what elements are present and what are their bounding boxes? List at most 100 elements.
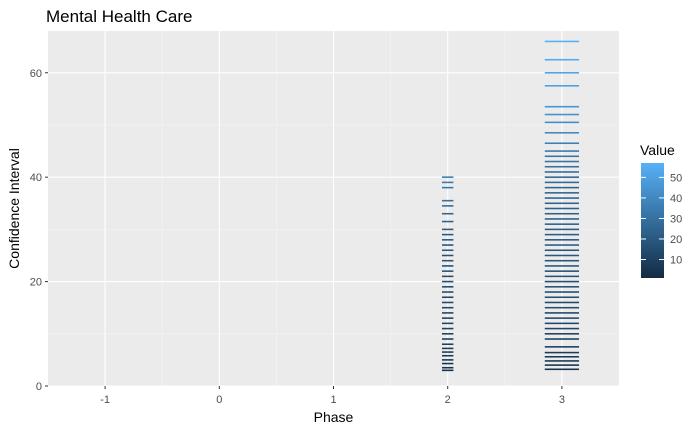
heatmap-tile	[544, 351, 580, 354]
heatmap-tile	[441, 233, 454, 236]
chart-title: Mental Health Care	[46, 7, 192, 26]
heatmap-tile	[544, 150, 580, 152]
heatmap-tile	[544, 212, 580, 215]
heatmap-tile	[441, 359, 454, 361]
x-tick-label: 3	[559, 394, 565, 406]
heatmap-tile	[544, 71, 580, 74]
heatmap-tile	[544, 223, 580, 225]
x-axis-label: Phase	[314, 409, 354, 425]
heatmap-tiles	[441, 40, 580, 372]
heatmap-tile	[441, 186, 454, 189]
heatmap-tile	[441, 291, 454, 293]
heatmap-tile	[544, 338, 580, 340]
y-axis-label: Confidence Interval	[6, 148, 22, 269]
heatmap-tile	[544, 202, 580, 205]
heatmap-tile	[441, 249, 454, 252]
heatmap-tile	[544, 132, 580, 134]
heatmap-tile	[544, 192, 580, 194]
heatmap-tile	[544, 155, 580, 158]
heatmap-tile	[441, 366, 454, 369]
legend-tick-label: 10	[670, 255, 682, 267]
heatmap-tile	[441, 333, 454, 335]
heatmap-tile	[441, 286, 454, 288]
heatmap-tile	[544, 160, 580, 163]
axes: -1 0 1 2 3 0 20 40 60	[30, 68, 565, 406]
heatmap-tile	[441, 312, 454, 314]
heatmap-tile	[544, 306, 580, 309]
legend-ticks: 10 20 30 40 50	[641, 172, 682, 267]
heatmap-tile	[441, 199, 454, 202]
legend-tick-label: 40	[670, 193, 682, 205]
heatmap-tile	[544, 228, 580, 231]
heatmap-tile	[441, 270, 454, 272]
heatmap-tile	[544, 360, 580, 362]
heatmap-tile	[544, 113, 580, 116]
heatmap-tile	[544, 197, 580, 199]
heatmap-tile	[544, 58, 580, 61]
grid-lines	[48, 31, 619, 387]
heatmap-tile	[441, 205, 454, 207]
heatmap-tile	[544, 165, 580, 168]
legend-tick-label: 20	[670, 234, 682, 246]
heatmap-tile	[441, 181, 454, 184]
heatmap-tile	[544, 176, 580, 178]
y-tick-label: 0	[36, 381, 42, 393]
heatmap-tile	[544, 105, 580, 108]
heatmap-tile	[441, 338, 454, 340]
heatmap-tile	[544, 296, 580, 299]
heatmap-tile	[544, 249, 580, 252]
heatmap-tile	[544, 121, 580, 124]
legend-colorbar	[641, 163, 664, 278]
x-tick-label: -1	[100, 394, 110, 406]
heatmap-tile	[544, 218, 580, 220]
heatmap-tile	[441, 296, 454, 299]
heatmap-tile	[544, 181, 580, 184]
heatmap-tile	[544, 312, 580, 314]
heatmap-tile	[544, 40, 580, 43]
heatmap-tile	[441, 220, 454, 223]
heatmap-tile	[544, 327, 580, 330]
heatmap-tile	[544, 291, 580, 293]
heatmap-tile	[441, 354, 454, 357]
heatmap-tile	[544, 270, 580, 272]
heatmap-tile	[544, 280, 580, 283]
color-legend: Value 10 20 30 40 50	[640, 142, 682, 278]
heatmap-tile	[441, 327, 454, 330]
heatmap-tile	[544, 186, 580, 189]
heatmap-tile	[544, 239, 580, 241]
heatmap-tile	[544, 333, 580, 335]
heatmap-tile	[441, 369, 454, 372]
heatmap-tile	[544, 368, 580, 371]
heatmap-tile	[544, 355, 580, 358]
heatmap-tile	[544, 207, 580, 210]
heatmap-tile	[441, 275, 454, 278]
x-tick-label: 1	[330, 394, 336, 406]
heatmap-tile	[544, 364, 580, 366]
heatmap-tile	[544, 301, 580, 304]
heatmap-tile	[544, 233, 580, 236]
heatmap-tile	[544, 171, 580, 173]
heatmap-tile	[544, 317, 580, 319]
heatmap-tile	[441, 228, 454, 231]
heatmap-tile	[544, 275, 580, 278]
heatmap-tile	[544, 259, 580, 262]
heatmap-tile	[441, 176, 454, 178]
heatmap-tile	[441, 362, 454, 365]
legend-title: Value	[640, 142, 675, 158]
heatmap-tile	[441, 347, 454, 350]
heatmap-tile	[544, 346, 580, 348]
heatmap-tile	[544, 142, 580, 145]
heatmap-tile	[441, 254, 454, 257]
y-tick-label: 60	[30, 68, 42, 80]
heatmap-tile	[544, 244, 580, 246]
heatmap-tile	[544, 286, 580, 288]
heatmap-tile	[441, 351, 454, 353]
heatmap-tile	[441, 301, 454, 304]
heatmap-tile	[441, 317, 454, 319]
heatmap-tile	[441, 280, 454, 283]
heatmap-tile	[544, 85, 580, 87]
heatmap-tile	[441, 322, 454, 325]
heatmap-tile	[441, 259, 454, 262]
